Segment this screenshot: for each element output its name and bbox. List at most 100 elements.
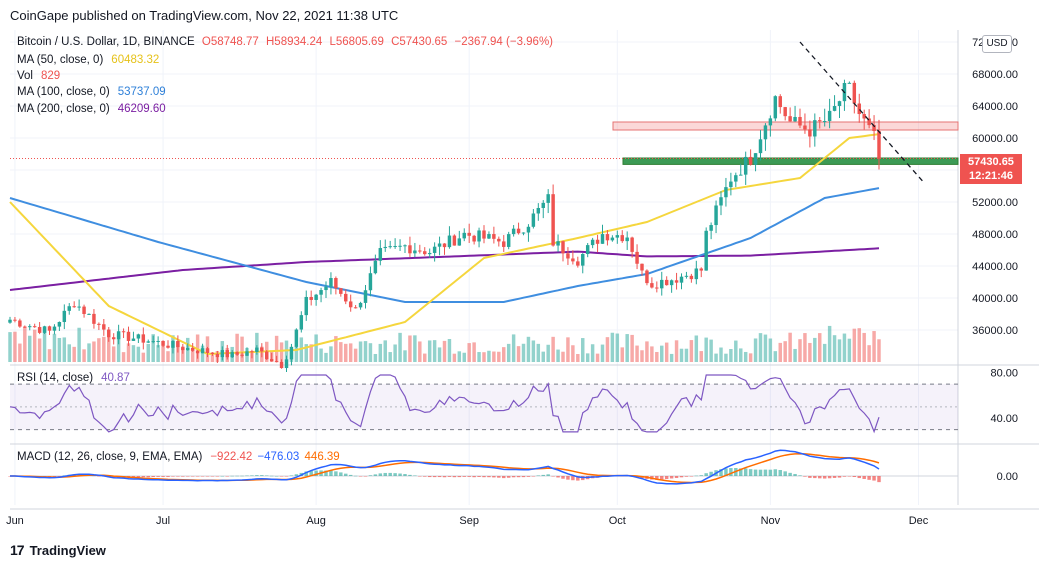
volume-bar [818, 333, 822, 362]
volume-bar [724, 353, 728, 362]
tradingview-logo[interactable]: 17 TradingView [10, 542, 106, 558]
macd-hist-bar [279, 476, 284, 477]
macd-hist-bar [161, 476, 165, 477]
candle-body [210, 352, 215, 354]
candle-body [131, 338, 136, 341]
macd-hist-bar [748, 469, 753, 476]
volume-bar [52, 333, 57, 362]
candle-body [423, 251, 427, 255]
macd-hist-bar [462, 476, 466, 477]
volume-bar [403, 350, 407, 362]
price-tick-label: 52000.00 [972, 197, 1018, 209]
candle-body [877, 131, 881, 159]
trendline [799, 41, 924, 183]
macd-line [10, 449, 880, 485]
candle-body [818, 120, 822, 122]
volume-bar [146, 343, 150, 362]
candle-body [585, 245, 590, 255]
ma200-value: 46209.60 [117, 103, 166, 115]
macd-hist-bar [368, 475, 373, 476]
candle-body [265, 351, 269, 360]
volume-bar [482, 352, 486, 362]
candle-body [793, 116, 797, 122]
time-tick-label: Sep [459, 515, 479, 527]
candle-body [102, 324, 106, 330]
candle-body [235, 352, 239, 355]
volume-bar [72, 346, 76, 362]
macd-hist-bar [309, 470, 313, 476]
volume-bar [590, 344, 595, 362]
macd-hist-bar [250, 475, 254, 476]
macd-pane [8, 449, 958, 485]
candle-body [250, 351, 254, 353]
volume-bar [62, 337, 67, 362]
volume-bar [492, 351, 496, 362]
macd-hist-bar [334, 471, 338, 476]
candle-body [521, 232, 526, 234]
candle-body [719, 197, 723, 206]
candle-body [615, 235, 620, 238]
candle-body [635, 251, 639, 264]
macd-hist-bar [215, 476, 220, 477]
ma100-value: 53737.09 [117, 86, 166, 98]
volume-bar [808, 342, 812, 362]
candle-body [205, 348, 210, 353]
macd-hist-bar [423, 476, 427, 477]
macd-hist-bar [497, 476, 501, 478]
macd-hist-bar [669, 476, 674, 479]
macd-hist-bar [220, 475, 225, 477]
currency-button[interactable]: USD [982, 35, 1012, 53]
macd-hist-bar [531, 476, 536, 477]
candle-body [42, 326, 47, 333]
macd-hist-bar [506, 476, 511, 478]
macd-hist-bar [52, 476, 57, 477]
macd-hist-bar [763, 469, 768, 476]
candle-body [82, 306, 86, 314]
macd-hist-bar [97, 476, 101, 477]
candle-body [605, 234, 610, 241]
rsi-tick-label: 40.00 [990, 413, 1018, 425]
volume-bar [200, 345, 205, 362]
candle-body [576, 261, 580, 266]
candle-body [753, 153, 758, 165]
volume-bar [274, 335, 279, 362]
candle-body [339, 288, 343, 294]
candle-body [571, 258, 575, 262]
volume-bar [329, 346, 333, 362]
price-tick-label: 40000.00 [972, 293, 1018, 305]
candle-body [72, 306, 76, 308]
candle-body [319, 290, 323, 295]
volume-bar [511, 334, 516, 362]
candle-body [679, 276, 684, 283]
macd-hist-bar [457, 476, 462, 478]
macd-hist-bar [541, 474, 545, 476]
macd-hist-bar [660, 476, 664, 480]
volume-bar [131, 345, 136, 362]
candles [8, 79, 881, 373]
candle-body [773, 96, 778, 119]
candle-body [23, 326, 27, 328]
candle-body [309, 296, 313, 300]
volume-bar [788, 332, 792, 362]
ma100-label: MA (100, close, 0) [17, 86, 110, 98]
candle-body [798, 116, 802, 126]
candle-body [763, 125, 768, 140]
volume-bar [235, 333, 239, 362]
volume-bar [467, 343, 471, 362]
volume-bar [368, 343, 373, 362]
macd-hist-bar [526, 476, 531, 477]
volume-bar [348, 343, 353, 362]
volume-bar [477, 352, 481, 362]
candle-body [502, 241, 506, 247]
last-price-tag: 57430.65 [960, 154, 1022, 170]
volume-bar [837, 339, 842, 362]
macd-hist-bar [230, 475, 234, 477]
macd-hist-bar [477, 476, 481, 477]
volume-bar [719, 347, 723, 362]
macd-hist-bar [294, 474, 299, 476]
candle-body [620, 235, 624, 242]
candle-body [289, 346, 294, 360]
volume-bar [8, 332, 12, 362]
macd-hist-bar [186, 476, 190, 477]
